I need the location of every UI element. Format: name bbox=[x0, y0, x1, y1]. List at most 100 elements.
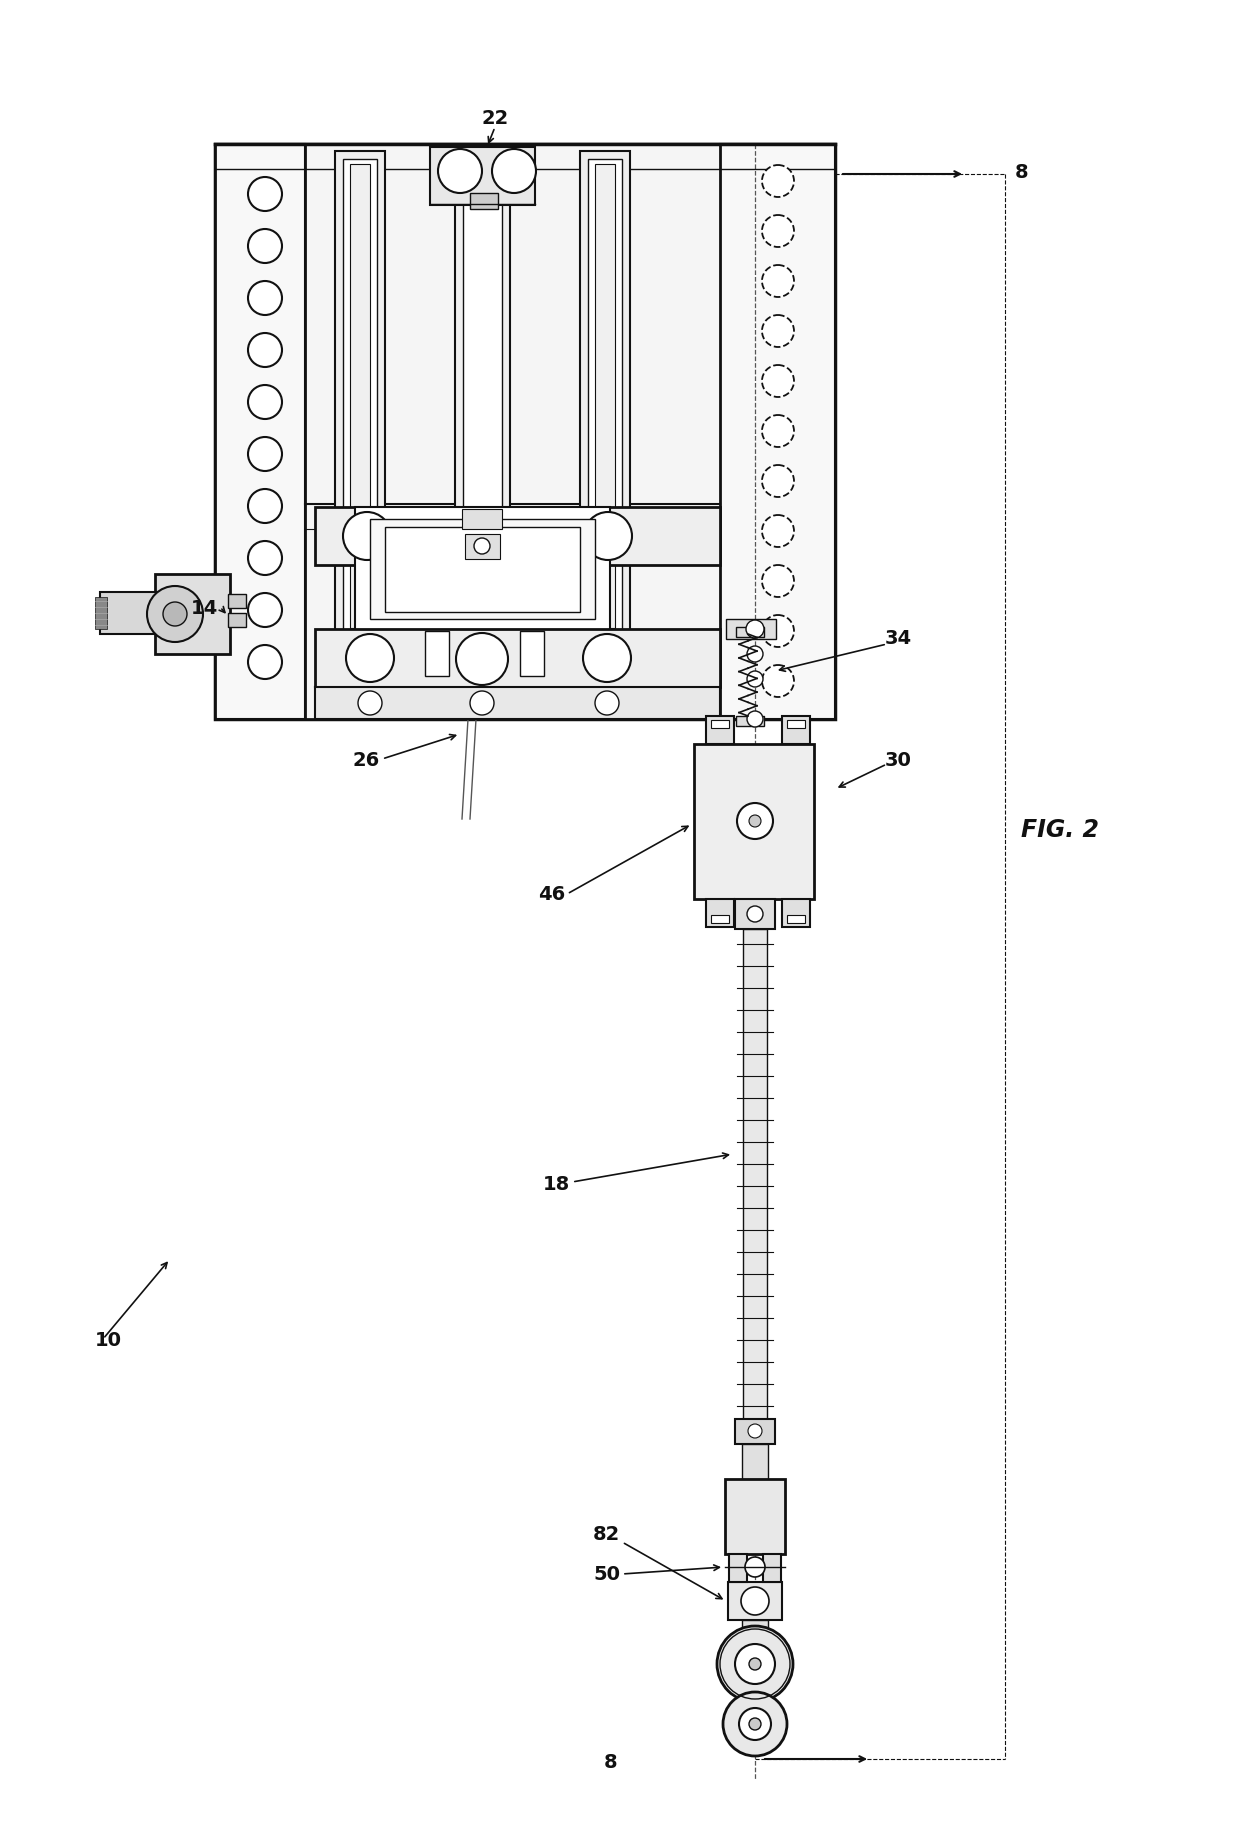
Circle shape bbox=[763, 317, 794, 348]
Bar bbox=[706, 900, 734, 928]
Circle shape bbox=[746, 672, 763, 688]
Bar bbox=[228, 613, 246, 628]
Bar bbox=[725, 620, 776, 640]
Circle shape bbox=[456, 633, 508, 686]
Circle shape bbox=[717, 1627, 794, 1702]
Bar bbox=[735, 1420, 775, 1444]
Circle shape bbox=[763, 615, 794, 648]
Text: 8: 8 bbox=[604, 1753, 618, 1771]
Bar bbox=[787, 915, 805, 924]
Circle shape bbox=[248, 282, 281, 317]
Circle shape bbox=[583, 635, 631, 683]
Circle shape bbox=[162, 602, 187, 626]
Circle shape bbox=[763, 216, 794, 247]
Bar bbox=[728, 1583, 782, 1620]
Text: 46: 46 bbox=[538, 886, 565, 904]
Circle shape bbox=[763, 366, 794, 397]
Bar bbox=[215, 145, 835, 719]
Bar bbox=[787, 721, 805, 728]
Bar bbox=[763, 1554, 781, 1583]
Text: 34: 34 bbox=[885, 628, 913, 648]
Bar bbox=[228, 595, 246, 609]
Bar bbox=[711, 915, 729, 924]
Bar bbox=[425, 631, 449, 677]
Bar bbox=[735, 900, 775, 930]
Bar bbox=[595, 165, 615, 630]
Circle shape bbox=[470, 692, 494, 716]
Circle shape bbox=[749, 1718, 761, 1729]
Circle shape bbox=[248, 593, 281, 628]
Bar bbox=[743, 930, 768, 1420]
Circle shape bbox=[746, 620, 764, 639]
Circle shape bbox=[248, 386, 281, 419]
Text: 10: 10 bbox=[95, 1330, 122, 1349]
Bar bbox=[588, 159, 622, 633]
Circle shape bbox=[343, 512, 391, 560]
Bar bbox=[350, 165, 370, 630]
Bar bbox=[706, 717, 734, 745]
Bar bbox=[315, 630, 720, 688]
Text: 18: 18 bbox=[543, 1175, 570, 1193]
Text: 26: 26 bbox=[352, 750, 379, 769]
Bar bbox=[215, 145, 305, 719]
Circle shape bbox=[749, 816, 761, 827]
Bar bbox=[384, 527, 580, 613]
Circle shape bbox=[248, 646, 281, 679]
Text: 8: 8 bbox=[1016, 163, 1029, 181]
Circle shape bbox=[248, 490, 281, 523]
Circle shape bbox=[723, 1693, 787, 1757]
Circle shape bbox=[248, 437, 281, 472]
Circle shape bbox=[474, 538, 490, 554]
Bar bbox=[711, 721, 729, 728]
Bar bbox=[737, 628, 764, 637]
Bar bbox=[465, 534, 500, 560]
Bar bbox=[305, 145, 720, 719]
Bar bbox=[463, 159, 502, 633]
Circle shape bbox=[742, 1587, 769, 1616]
Bar bbox=[725, 1479, 785, 1554]
Circle shape bbox=[746, 906, 763, 922]
Circle shape bbox=[763, 415, 794, 448]
Bar bbox=[720, 145, 835, 719]
Bar bbox=[580, 152, 630, 642]
Bar bbox=[355, 507, 610, 633]
Circle shape bbox=[438, 150, 482, 194]
Circle shape bbox=[763, 565, 794, 598]
Text: 14: 14 bbox=[191, 598, 218, 617]
Circle shape bbox=[763, 516, 794, 547]
Circle shape bbox=[595, 692, 619, 716]
Bar bbox=[737, 717, 764, 727]
Bar bbox=[430, 148, 534, 207]
Text: FIG. 2: FIG. 2 bbox=[1021, 818, 1099, 842]
Circle shape bbox=[763, 467, 794, 498]
Bar bbox=[95, 598, 107, 630]
Bar bbox=[694, 745, 813, 900]
Circle shape bbox=[358, 692, 382, 716]
Text: 22: 22 bbox=[481, 108, 508, 128]
Circle shape bbox=[746, 646, 763, 662]
Circle shape bbox=[248, 231, 281, 264]
Bar bbox=[742, 1620, 768, 1640]
Bar bbox=[343, 159, 377, 633]
Circle shape bbox=[763, 265, 794, 298]
Circle shape bbox=[492, 150, 536, 194]
Circle shape bbox=[749, 1658, 761, 1671]
Circle shape bbox=[584, 512, 632, 560]
Circle shape bbox=[735, 1643, 775, 1684]
Circle shape bbox=[763, 666, 794, 697]
Circle shape bbox=[745, 1557, 765, 1577]
Text: 82: 82 bbox=[593, 1524, 620, 1545]
Circle shape bbox=[748, 1424, 763, 1438]
Circle shape bbox=[248, 542, 281, 576]
Bar bbox=[315, 688, 720, 719]
Bar bbox=[463, 511, 502, 529]
Circle shape bbox=[737, 803, 773, 840]
Circle shape bbox=[746, 712, 763, 728]
Circle shape bbox=[739, 1707, 771, 1740]
Bar bbox=[455, 152, 510, 642]
Circle shape bbox=[248, 178, 281, 212]
Bar bbox=[155, 575, 229, 655]
Circle shape bbox=[763, 167, 794, 198]
Circle shape bbox=[148, 587, 203, 642]
Bar bbox=[470, 194, 498, 210]
